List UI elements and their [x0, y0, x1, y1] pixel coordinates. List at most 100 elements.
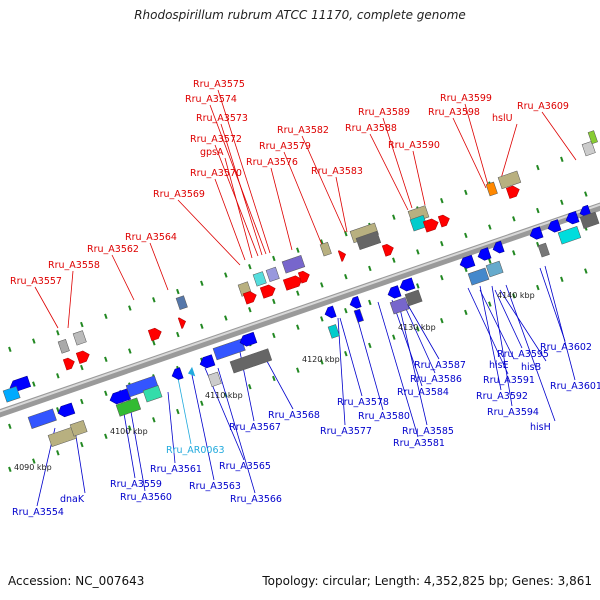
feature-box: [319, 241, 332, 257]
reverse-gene-label: Rru_A3595: [497, 349, 549, 360]
position-tick: [464, 309, 468, 316]
forward-gene-label: Rru_A3575: [193, 79, 245, 90]
leader-line: [339, 317, 363, 397]
feature-box: [579, 211, 600, 229]
position-tick: [296, 247, 300, 253]
position-tick: [368, 342, 372, 349]
position-tick: [440, 240, 444, 247]
leader-line: [74, 429, 86, 494]
leader-line: [217, 89, 271, 254]
reverse-gene-label: Rru_A3566: [230, 494, 282, 505]
feature-box: [404, 289, 423, 307]
leader-line: [391, 299, 423, 387]
reverse-gene-label: Rru_A3602: [540, 342, 592, 353]
forward-gene-label: Rru_A3576: [246, 157, 298, 168]
position-tick: [104, 433, 108, 440]
forward-gene-label: Rru_A3590: [388, 140, 440, 151]
position-tick: [152, 340, 156, 346]
leader-line: [369, 133, 409, 211]
reverse-gene-arrow: [399, 277, 416, 292]
forward-gene-arrow: [505, 185, 520, 199]
forward-gene-label: Rru_A3589: [358, 107, 410, 118]
position-tick: [440, 274, 444, 281]
position-tick: [440, 197, 444, 204]
leader-line: [479, 285, 502, 391]
position-tick: [152, 417, 156, 423]
leader-line: [354, 309, 384, 411]
forward-gene-arrow: [75, 350, 90, 364]
position-tick: [104, 390, 108, 397]
feature-box: [485, 260, 504, 278]
leader-line: [177, 199, 241, 266]
feature-box: [485, 181, 498, 197]
forward-gene-label: Rru_A3609: [517, 101, 569, 112]
position-tick: [8, 346, 12, 353]
feature-box: [581, 140, 596, 157]
feature-box: [497, 170, 522, 190]
genome-title: Rhodospirillum rubrum ATCC 11170, comple…: [134, 8, 466, 22]
forward-gene-label: Rru_A3569: [153, 189, 205, 200]
leader-line: [34, 286, 59, 329]
reverse-gene-arrow: [477, 247, 492, 261]
position-tick: [512, 216, 516, 222]
forward-gene-label: Rru_A3564: [125, 232, 177, 243]
position-tick: [272, 375, 276, 382]
reverse-gene-arrow: [529, 226, 544, 240]
position-tick: [200, 280, 204, 286]
leader-line: [214, 178, 246, 261]
position-tick: [344, 351, 348, 357]
position-tick: [224, 315, 228, 321]
position-tick: [560, 276, 564, 283]
rna-gene-arrow: [188, 366, 196, 377]
leader-line: [224, 157, 253, 259]
leader-line: [541, 111, 577, 161]
forward-gene-arrow: [381, 243, 394, 257]
feature-box: [265, 266, 280, 283]
forward-gene-arrow: [62, 357, 75, 371]
forward-gene-arrow: [259, 284, 276, 299]
leader-line: [283, 151, 323, 246]
reverse-gene-arrow: [387, 285, 402, 299]
position-tick: [296, 367, 300, 373]
position-tick: [80, 398, 84, 405]
reverse-gene-label: Rru_AR0063: [166, 445, 225, 456]
gene-features: [2, 130, 600, 448]
reverse-gene-arrow: [324, 305, 337, 319]
position-tick: [320, 239, 324, 245]
reverse-gene-label: Rru_A3565: [219, 461, 271, 472]
feature-box: [467, 267, 490, 286]
reverse-gene-arrow: [547, 219, 562, 233]
leader-line: [335, 176, 348, 233]
feature-box: [327, 324, 340, 339]
position-tick: [200, 400, 204, 406]
position-tick: [584, 191, 588, 197]
reverse-gene-label: Rru_A3585: [402, 426, 454, 437]
reverse-gene-arrow: [171, 367, 184, 380]
leader-line: [149, 242, 169, 291]
forward-gene-label: hslU: [492, 113, 513, 124]
position-tick: [56, 373, 60, 379]
position-tick: [104, 313, 108, 320]
reverse-gene-label: Rru_A3601: [550, 381, 600, 392]
position-tick: [32, 458, 36, 464]
leader-line: [499, 289, 547, 362]
leader-line: [217, 367, 256, 494]
leader-line: [397, 299, 428, 426]
position-tick: [392, 257, 396, 263]
feature-box: [207, 371, 222, 387]
leader-line: [191, 374, 215, 481]
leader-line: [544, 265, 576, 381]
position-tick: [464, 189, 468, 196]
forward-gene-label: gpsA: [200, 147, 224, 158]
position-tick: [80, 321, 84, 328]
position-tick: [176, 288, 180, 295]
position-tick: [440, 317, 444, 324]
feature-box: [27, 408, 57, 429]
leader-line: [479, 289, 515, 360]
feature-box: [557, 225, 582, 245]
position-tick: [272, 255, 276, 262]
leader-line: [214, 144, 259, 257]
forward-gene-label: Rru_A3583: [311, 166, 363, 177]
forward-gene-label: Rru_A3557: [10, 276, 62, 287]
leader-line: [412, 150, 426, 206]
